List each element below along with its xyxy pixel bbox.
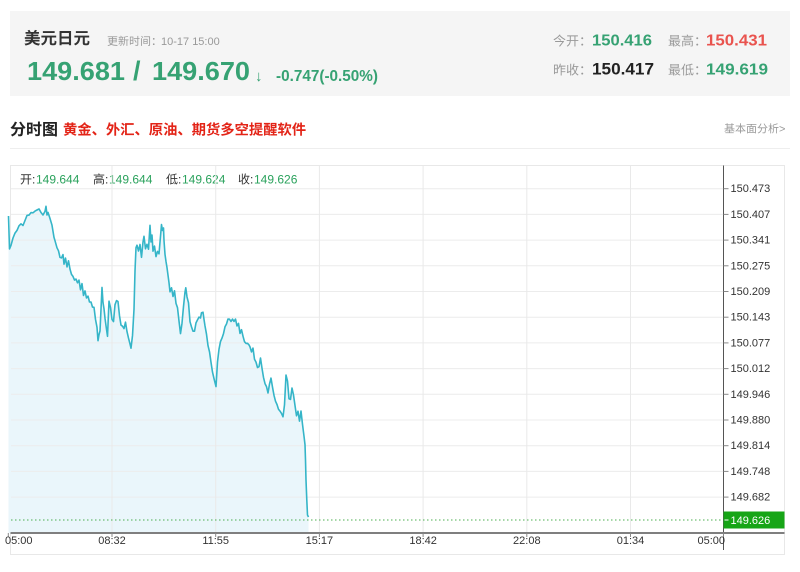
svg-text:150.275: 150.275 — [731, 260, 771, 272]
svg-text:05:00: 05:00 — [5, 535, 33, 547]
svg-text:11:55: 11:55 — [202, 535, 229, 547]
svg-text:10-17 15:00: 10-17 15:00 — [161, 36, 220, 48]
svg-text:150.077: 150.077 — [731, 337, 771, 349]
svg-text:149.619: 149.619 — [706, 62, 768, 79]
svg-text:149.814: 149.814 — [731, 440, 771, 452]
svg-text::: : — [32, 173, 35, 187]
svg-text::: : — [178, 173, 181, 187]
svg-text:150.143: 150.143 — [731, 312, 771, 324]
svg-text:150.473: 150.473 — [731, 183, 771, 195]
svg-text::: : — [250, 173, 253, 187]
svg-text:-0.747(-0.50%): -0.747(-0.50%) — [276, 68, 378, 85]
svg-text:149.626: 149.626 — [731, 515, 771, 527]
svg-text:149.946: 149.946 — [731, 389, 771, 401]
svg-text:22:08: 22:08 — [513, 535, 541, 547]
svg-text:15:17: 15:17 — [306, 535, 334, 547]
svg-text:05:00: 05:00 — [697, 535, 725, 547]
svg-text:150.431: 150.431 — [706, 33, 767, 50]
svg-text::: : — [105, 173, 108, 187]
svg-text:149.626: 149.626 — [254, 173, 298, 187]
svg-text:149.880: 149.880 — [731, 415, 771, 427]
svg-text:149.681: 149.681 — [27, 56, 125, 86]
svg-text:08:32: 08:32 — [98, 535, 126, 547]
svg-text:150.012: 150.012 — [731, 363, 771, 375]
svg-text:150.209: 150.209 — [731, 286, 771, 298]
svg-text:150.417: 150.417 — [592, 60, 654, 79]
svg-text:18:42: 18:42 — [409, 535, 437, 547]
svg-text:149.644: 149.644 — [109, 173, 153, 187]
svg-text:/: / — [133, 56, 141, 86]
svg-text:150.341: 150.341 — [731, 235, 771, 247]
svg-text:↓: ↓ — [255, 68, 263, 85]
svg-text:150.407: 150.407 — [731, 209, 771, 221]
svg-text:149.682: 149.682 — [731, 492, 771, 504]
svg-text:149.748: 149.748 — [731, 466, 771, 478]
svg-text:149.644: 149.644 — [36, 173, 80, 187]
svg-text:149.624: 149.624 — [182, 173, 226, 187]
svg-text:>: > — [779, 124, 785, 136]
svg-text:150.416: 150.416 — [592, 33, 652, 50]
svg-text:01:34: 01:34 — [617, 535, 645, 547]
svg-text:149.670: 149.670 — [152, 56, 250, 86]
